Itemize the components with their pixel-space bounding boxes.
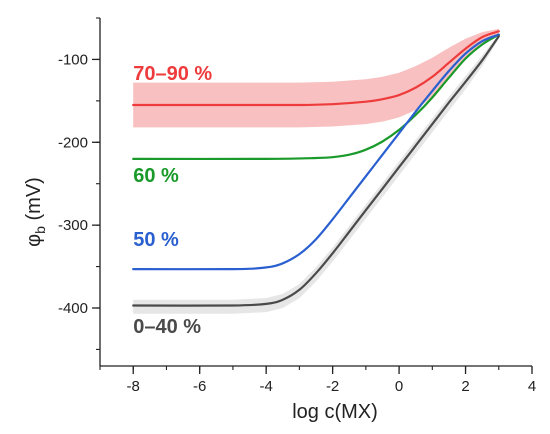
ticks: -8 -6 -4 -2 0 2 4 -100 -200 -300 -400	[58, 17, 536, 395]
x-axis-title: log c(MX)	[292, 401, 378, 423]
series-band	[133, 28, 499, 128]
y-tick-label: -300	[58, 217, 88, 234]
y-axis-title: φb (mV)	[23, 177, 48, 247]
y-tick-label: -400	[58, 300, 88, 317]
y-tick-label: -200	[58, 134, 88, 151]
series-line	[132, 33, 500, 271]
series-annotations: 70–90 % 60 % 50 % 0–40 %	[133, 63, 212, 338]
y-axis-title-main: φ	[23, 234, 45, 247]
series-label: 0–40 %	[133, 316, 201, 338]
series-label: 60 %	[133, 165, 179, 187]
series-line	[132, 33, 500, 161]
y-axis-title-subscript: b	[32, 226, 48, 234]
x-tick-label: 4	[528, 378, 536, 395]
series-label: 50 %	[133, 229, 179, 251]
x-tick-label: 0	[395, 378, 403, 395]
series-lines	[132, 30, 500, 307]
confidence-bands	[133, 28, 499, 314]
x-tick-label: -6	[193, 378, 206, 395]
y-tick-label: -100	[58, 51, 88, 68]
series-line	[132, 30, 500, 107]
y-axis-title-unit: (mV)	[23, 177, 45, 226]
x-tick-label: -4	[259, 378, 272, 395]
series-line	[132, 35, 500, 307]
x-tick-label: -8	[127, 378, 140, 395]
series-label: 70–90 %	[133, 63, 212, 85]
x-tick-label: -2	[326, 378, 339, 395]
x-tick-label: 2	[461, 378, 469, 395]
